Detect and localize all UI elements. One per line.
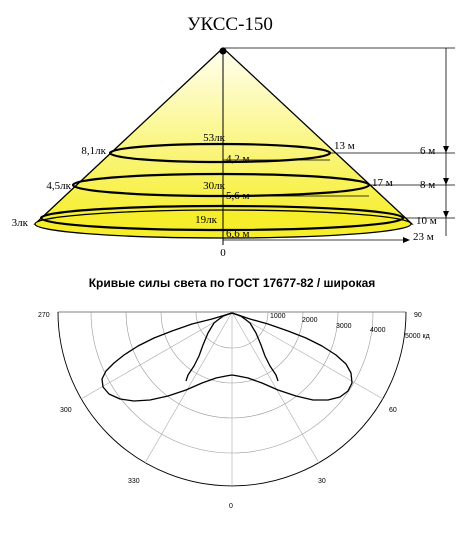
polar-title: Кривые силы света по ГОСТ 17677-82 / шир… [89,276,376,290]
angle-label-30: 30 [318,478,326,485]
height-label-10m: 10 м [416,215,437,227]
edge-lux-10m: 3лк [12,217,29,229]
polar-spoke-330 [144,311,233,464]
lamp-point [219,47,227,55]
radial-tick-4000: 4000 [370,327,386,334]
radial-tick-3000: 3000 [336,323,352,330]
angle-label-270: 270 [38,312,50,319]
radius-arrow-10m [403,237,410,243]
polar-spoke-300 [80,311,233,400]
angle-label-0: 0 [229,503,233,510]
radius-label-8m: 5,6 м [226,190,250,202]
height-label-8m: 8 м [420,179,435,191]
polar-spoke-60 [231,311,384,400]
radial-tick-5000: 5000 кд [405,333,430,340]
radius-label-6m: 4,2 м [226,153,250,165]
center-lux-8m: 30лк [203,180,225,192]
diameter-label-10m: 23 м [413,231,434,243]
cone-title: УКСС-150 [187,14,273,35]
polar-spoke-30 [231,311,320,464]
intensity-curve-inner [185,312,279,382]
angle-label-330: 330 [128,478,140,485]
radius-label-10m: 6,6 м [226,228,250,240]
angle-label-90: 90 [414,312,422,319]
illumination-cone-diagram: УКСС-150 53лк 30лк 19лк 8,1лк 4,5лк 3лк [12,14,455,259]
arrow-10m [443,211,449,218]
arrow-6m [443,146,449,153]
origin-label: 0 [220,247,226,259]
intensity-curve-outer [101,312,353,402]
arrow-8m [443,178,449,185]
center-lux-6m: 53лк [203,132,225,144]
radial-tick-1000: 1000 [270,313,286,320]
height-label-6m: 6 м [420,145,435,157]
luminous-intensity-polar-diagram: Кривые силы света по ГОСТ 17677-82 / шир… [38,276,430,510]
diameter-label-6m: 13 м [334,140,355,152]
center-lux-10m: 19лк [195,214,217,226]
radial-tick-2000: 2000 [302,317,318,324]
diameter-label-8m: 17 м [372,177,393,189]
edge-lux-6m: 8,1лк [81,145,106,157]
angle-label-60: 60 [389,407,397,414]
edge-lux-8m: 4,5лк [46,180,71,192]
angle-label-300: 300 [60,407,72,414]
